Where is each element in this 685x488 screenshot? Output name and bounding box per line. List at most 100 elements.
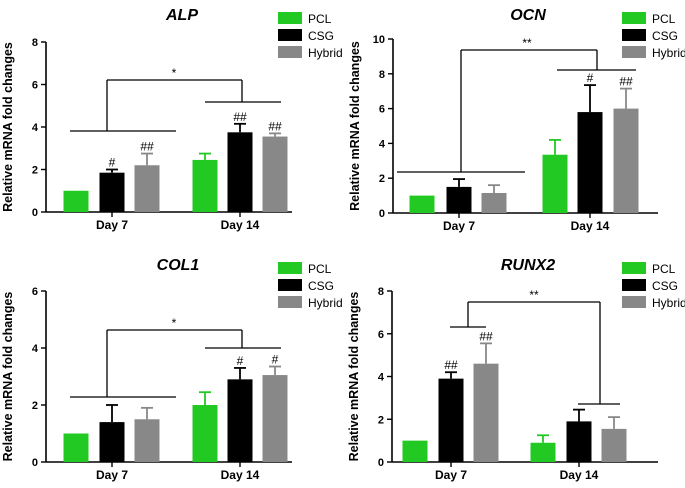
y-tick-label: 4 [32, 343, 39, 355]
legend-label-hybrid: Hybrid [652, 296, 685, 310]
legend-swatch-csg [622, 279, 646, 291]
legend-swatch-hybrid [622, 296, 646, 308]
legend-swatch-pcl [622, 262, 646, 274]
bar-pcl-day7 [63, 190, 89, 212]
chart-panel-col1: COL1 Relative mRNA fold changes 0 2 4 6 Day 7 D… [1, 257, 343, 482]
significance-mark: ## [619, 75, 633, 89]
significance-label: ** [529, 288, 539, 302]
y-tick-label: 0 [32, 207, 38, 219]
legend-swatch-pcl [622, 12, 646, 24]
legend-label-pcl: PCL [308, 262, 332, 276]
bar-hybrid-day14 [262, 136, 288, 212]
x-tick-label: Day 14 [221, 468, 260, 482]
chart-title: COL1 [157, 257, 200, 274]
chart-title: ALP [165, 7, 198, 24]
bar-pcl-day14 [192, 159, 218, 212]
significance-label: * [172, 316, 177, 330]
significance-mark: # [272, 353, 279, 367]
bar-pcl-day14 [530, 442, 556, 462]
significance-mark: ## [140, 140, 154, 154]
bar-hybrid-day7 [473, 363, 499, 462]
legend-label-csg: CSG [652, 29, 678, 43]
bar-csg-day14 [577, 112, 603, 213]
significance-mark: # [587, 71, 594, 85]
legend-swatch-pcl [278, 12, 302, 24]
chart-panel-alp: ALP Relative mRNA fold changes 0 2 4 6 8 Day 7 D… [1, 7, 343, 232]
y-tick-label: 6 [379, 104, 385, 116]
y-axis-label: Relative mRNA fold changes [347, 292, 361, 462]
bar-csg-day14 [566, 421, 592, 462]
significance-mark: # [237, 354, 244, 368]
bar-csg-day7 [99, 172, 125, 212]
y-tick-label: 8 [32, 37, 38, 49]
significance-label: * [172, 66, 177, 80]
bar-hybrid-day14 [262, 375, 288, 462]
legend-label-pcl: PCL [652, 12, 676, 26]
legend-swatch-hybrid [278, 46, 302, 58]
bar-hybrid-day14 [613, 108, 639, 213]
legend-label-csg: CSG [652, 279, 678, 293]
x-tick-label: Day 14 [571, 219, 610, 233]
legend-swatch-csg [278, 279, 302, 291]
x-tick-label: Day 7 [435, 468, 467, 482]
significance-mark: ## [233, 110, 247, 124]
bar-pcl-day7 [409, 195, 435, 213]
y-tick-label: 8 [378, 286, 384, 298]
chart-panel-runx2: RUNX2 Relative mRNA fold changes 0 2 4 6 8 Day … [347, 257, 685, 482]
x-tick-label: Day 14 [560, 468, 599, 482]
y-axis-label: Relative mRNA fold changes [348, 41, 362, 211]
y-tick-label: 6 [32, 286, 38, 298]
y-tick-label: 4 [32, 122, 39, 134]
y-tick-label: 6 [32, 80, 38, 92]
legend-label-hybrid: Hybrid [308, 46, 343, 60]
y-tick-label: 2 [378, 414, 384, 426]
bar-hybrid-day7 [134, 419, 160, 462]
legend-swatch-pcl [278, 262, 302, 274]
significance-mark: ## [479, 329, 493, 343]
bar-csg-day14 [227, 379, 253, 462]
chart-title: OCN [510, 7, 546, 24]
bar-pcl-day14 [192, 405, 218, 462]
legend-label-hybrid: Hybrid [308, 296, 343, 310]
x-tick-label: Day 7 [96, 218, 128, 232]
y-tick-label: 8 [379, 69, 385, 81]
bar-csg-day14 [227, 132, 253, 212]
y-axis-label: Relative mRNA fold changes [1, 42, 15, 212]
y-tick-label: 0 [379, 208, 385, 220]
legend-swatch-hybrid [622, 46, 646, 58]
y-tick-label: 2 [32, 165, 38, 177]
legend-swatch-hybrid [278, 296, 302, 308]
y-tick-label: 2 [32, 400, 38, 412]
bar-hybrid-day7 [481, 192, 507, 213]
x-tick-label: Day 7 [96, 468, 128, 482]
legend-label-pcl: PCL [652, 262, 676, 276]
y-tick-label: 4 [379, 138, 386, 150]
bar-hybrid-day7 [134, 165, 160, 212]
legend-label-pcl: PCL [308, 12, 332, 26]
legend-label-csg: CSG [308, 279, 334, 293]
legend-label-csg: CSG [308, 29, 334, 43]
significance-mark: ## [444, 358, 458, 372]
legend-label-hybrid: Hybrid [652, 46, 685, 60]
bar-pcl-day7 [402, 440, 428, 462]
x-tick-label: Day 7 [443, 219, 475, 233]
bar-csg-day7 [446, 186, 472, 213]
chart-title: RUNX2 [501, 257, 555, 274]
bar-csg-day7 [438, 378, 464, 462]
y-tick-label: 6 [378, 329, 384, 341]
y-axis-label: Relative mRNA fold changes [1, 292, 15, 462]
y-tick-label: 0 [32, 457, 38, 469]
y-tick-label: 10 [373, 34, 385, 46]
chart-panel-ocn: OCN Relative mRNA fold changes 0 2 4 6 8 10 Day … [348, 7, 685, 233]
y-tick-label: 2 [379, 173, 385, 185]
legend-swatch-csg [278, 29, 302, 41]
y-tick-label: 0 [378, 457, 384, 469]
bar-hybrid-day14 [601, 428, 627, 462]
significance-label: ** [522, 36, 532, 50]
bar-pcl-day7 [63, 433, 89, 462]
significance-mark: ## [268, 119, 282, 133]
y-tick-label: 4 [378, 372, 385, 384]
x-tick-label: Day 14 [221, 218, 260, 232]
bar-csg-day7 [99, 422, 125, 462]
